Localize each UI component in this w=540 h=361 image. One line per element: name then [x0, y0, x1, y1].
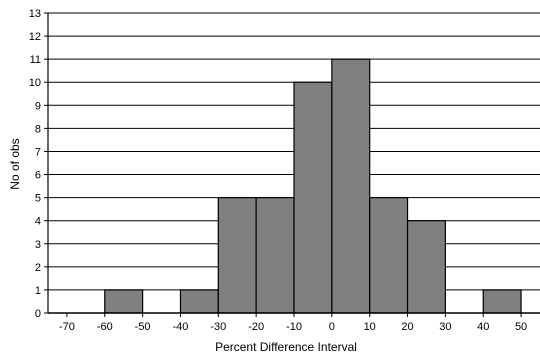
bars [104, 58, 522, 314]
y-tick-label: 6 [35, 170, 41, 182]
x-tick-label: 40 [477, 321, 489, 333]
x-tick-label: -10 [286, 321, 302, 333]
y-tick-label: 1 [35, 285, 41, 297]
x-tick-label: 30 [439, 321, 451, 333]
y-tick-label: 12 [29, 31, 41, 43]
x-tick-label: 10 [364, 321, 376, 333]
x-tick-label: 20 [401, 321, 413, 333]
x-tick-label: -70 [59, 321, 75, 333]
y-tick-label: 11 [30, 54, 41, 66]
y-tick-label: 9 [35, 100, 41, 112]
y-tick-label: 8 [35, 123, 41, 135]
x-tick-label: -20 [248, 321, 264, 333]
histogram-bar [255, 197, 295, 314]
histogram-bar [331, 58, 371, 314]
y-tick-label: 5 [35, 193, 41, 205]
histogram-bar [369, 197, 409, 314]
histogram-bar [179, 289, 219, 314]
x-tick-label: -50 [135, 321, 151, 333]
y-tick-label: 4 [35, 216, 41, 228]
y-tick-label: 0 [35, 308, 41, 320]
histogram-bar [406, 220, 446, 314]
x-tick-label: -40 [173, 321, 189, 333]
x-axis-title: Percent Difference Interval [215, 340, 357, 354]
histogram-bar [293, 81, 333, 314]
x-axis-ticks: -70 -60 -50 -40 -30 -20 -10 0 10 20 30 40 50 [59, 313, 527, 333]
y-tick-label: 7 [35, 146, 41, 158]
histogram-bar [217, 197, 257, 314]
y-tick-label: 3 [35, 239, 41, 251]
histogram-bar [482, 289, 522, 314]
histogram-bar [104, 289, 144, 314]
x-tick-label: 0 [329, 321, 335, 333]
x-tick-label: 50 [515, 321, 527, 333]
y-tick-label: 2 [35, 262, 41, 274]
x-tick-label: -30 [210, 321, 226, 333]
x-tick-label: -60 [97, 321, 113, 333]
y-tick-label: 10 [29, 77, 41, 89]
y-tick-label: 13 [29, 8, 41, 20]
y-axis-title: No of obs [8, 138, 22, 189]
